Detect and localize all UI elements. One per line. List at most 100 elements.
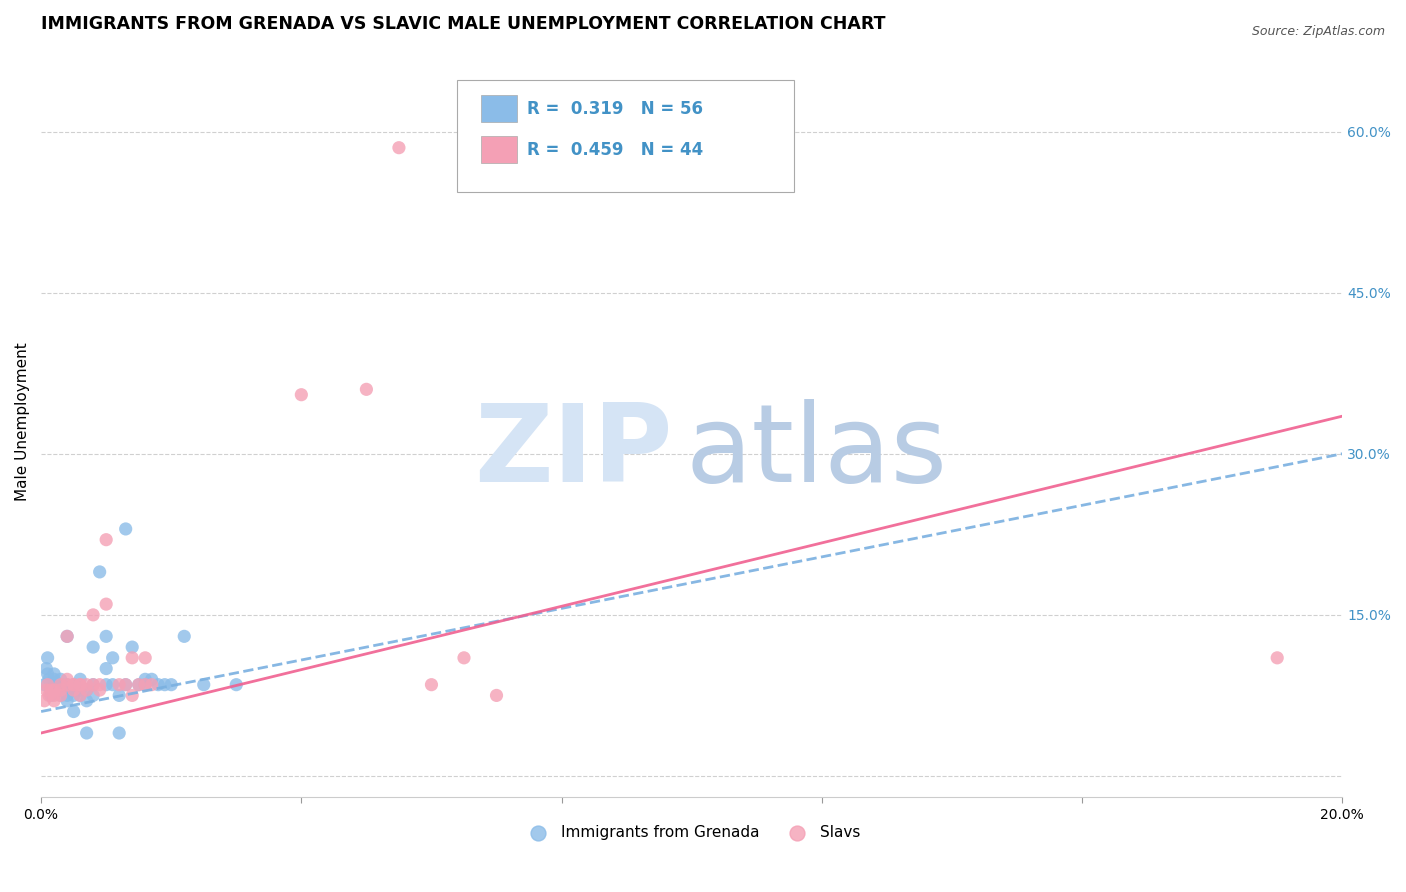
Point xyxy=(37,667,59,681)
Point xyxy=(108,689,131,703)
Point xyxy=(56,694,79,708)
Point xyxy=(69,683,91,698)
Point xyxy=(44,683,66,698)
Y-axis label: Male Unemployment: Male Unemployment xyxy=(15,343,30,501)
Point xyxy=(69,678,91,692)
Point xyxy=(56,678,79,692)
Point xyxy=(101,678,124,692)
Point xyxy=(153,678,176,692)
Point xyxy=(485,689,508,703)
Point xyxy=(82,678,104,692)
Point xyxy=(128,678,150,692)
Point xyxy=(39,683,62,698)
Point xyxy=(62,689,84,703)
Point xyxy=(388,141,411,155)
Point xyxy=(121,640,143,654)
Point xyxy=(56,689,79,703)
Text: ZIP: ZIP xyxy=(474,399,672,505)
Point xyxy=(96,678,118,692)
Point xyxy=(453,650,475,665)
Point xyxy=(37,650,59,665)
Point xyxy=(42,673,65,687)
Text: atlas: atlas xyxy=(685,399,948,505)
Point xyxy=(49,689,72,703)
Point xyxy=(76,694,98,708)
Point xyxy=(114,678,136,692)
Point xyxy=(49,678,72,692)
Point xyxy=(121,689,143,703)
Point xyxy=(56,629,79,643)
Point xyxy=(59,683,82,698)
Point xyxy=(1265,650,1288,665)
Point xyxy=(96,629,118,643)
Point xyxy=(148,678,170,692)
Legend: Immigrants from Grenada, Slavs: Immigrants from Grenada, Slavs xyxy=(516,819,868,847)
Point xyxy=(114,522,136,536)
Point xyxy=(96,533,118,547)
Point xyxy=(141,678,163,692)
Point xyxy=(38,689,60,703)
Point xyxy=(39,689,62,703)
Point xyxy=(38,673,60,687)
Point xyxy=(42,678,65,692)
Point xyxy=(108,678,131,692)
Point xyxy=(550,152,572,166)
Point xyxy=(69,673,91,687)
Point xyxy=(56,678,79,692)
Point xyxy=(76,726,98,740)
Point xyxy=(76,683,98,698)
Point xyxy=(160,678,183,692)
Point xyxy=(62,678,84,692)
Point xyxy=(56,629,79,643)
Point xyxy=(89,565,111,579)
Point xyxy=(49,689,72,703)
Point xyxy=(62,705,84,719)
Point xyxy=(42,667,65,681)
Point xyxy=(128,678,150,692)
Point xyxy=(89,683,111,698)
Point xyxy=(290,387,312,401)
Point xyxy=(62,678,84,692)
Point xyxy=(121,650,143,665)
Point xyxy=(134,678,156,692)
Text: R =  0.459   N = 44: R = 0.459 N = 44 xyxy=(527,141,703,159)
Point xyxy=(76,678,98,692)
Point xyxy=(114,678,136,692)
Point xyxy=(39,683,62,698)
Point xyxy=(420,678,443,692)
Point xyxy=(34,694,56,708)
Point xyxy=(42,683,65,698)
Point xyxy=(96,597,118,611)
Point xyxy=(173,629,195,643)
Point xyxy=(193,678,215,692)
Point xyxy=(69,678,91,692)
Point xyxy=(49,673,72,687)
Point xyxy=(134,673,156,687)
Point xyxy=(62,678,84,692)
Point xyxy=(141,673,163,687)
Point xyxy=(101,650,124,665)
Point xyxy=(49,683,72,698)
Point xyxy=(52,683,75,698)
Point xyxy=(42,694,65,708)
Point xyxy=(69,689,91,703)
Point xyxy=(49,683,72,698)
Point xyxy=(89,678,111,692)
Text: R =  0.319   N = 56: R = 0.319 N = 56 xyxy=(527,100,703,118)
Point xyxy=(82,689,104,703)
Point xyxy=(108,726,131,740)
Point xyxy=(49,678,72,692)
Point xyxy=(69,689,91,703)
Point xyxy=(62,683,84,698)
Point xyxy=(35,662,58,676)
Point xyxy=(356,382,378,396)
Point xyxy=(96,662,118,676)
Point xyxy=(35,683,58,698)
Point xyxy=(62,683,84,698)
Point xyxy=(56,673,79,687)
Point xyxy=(82,607,104,622)
Point xyxy=(76,683,98,698)
Point xyxy=(225,678,247,692)
Point xyxy=(134,650,156,665)
Point xyxy=(34,678,56,692)
